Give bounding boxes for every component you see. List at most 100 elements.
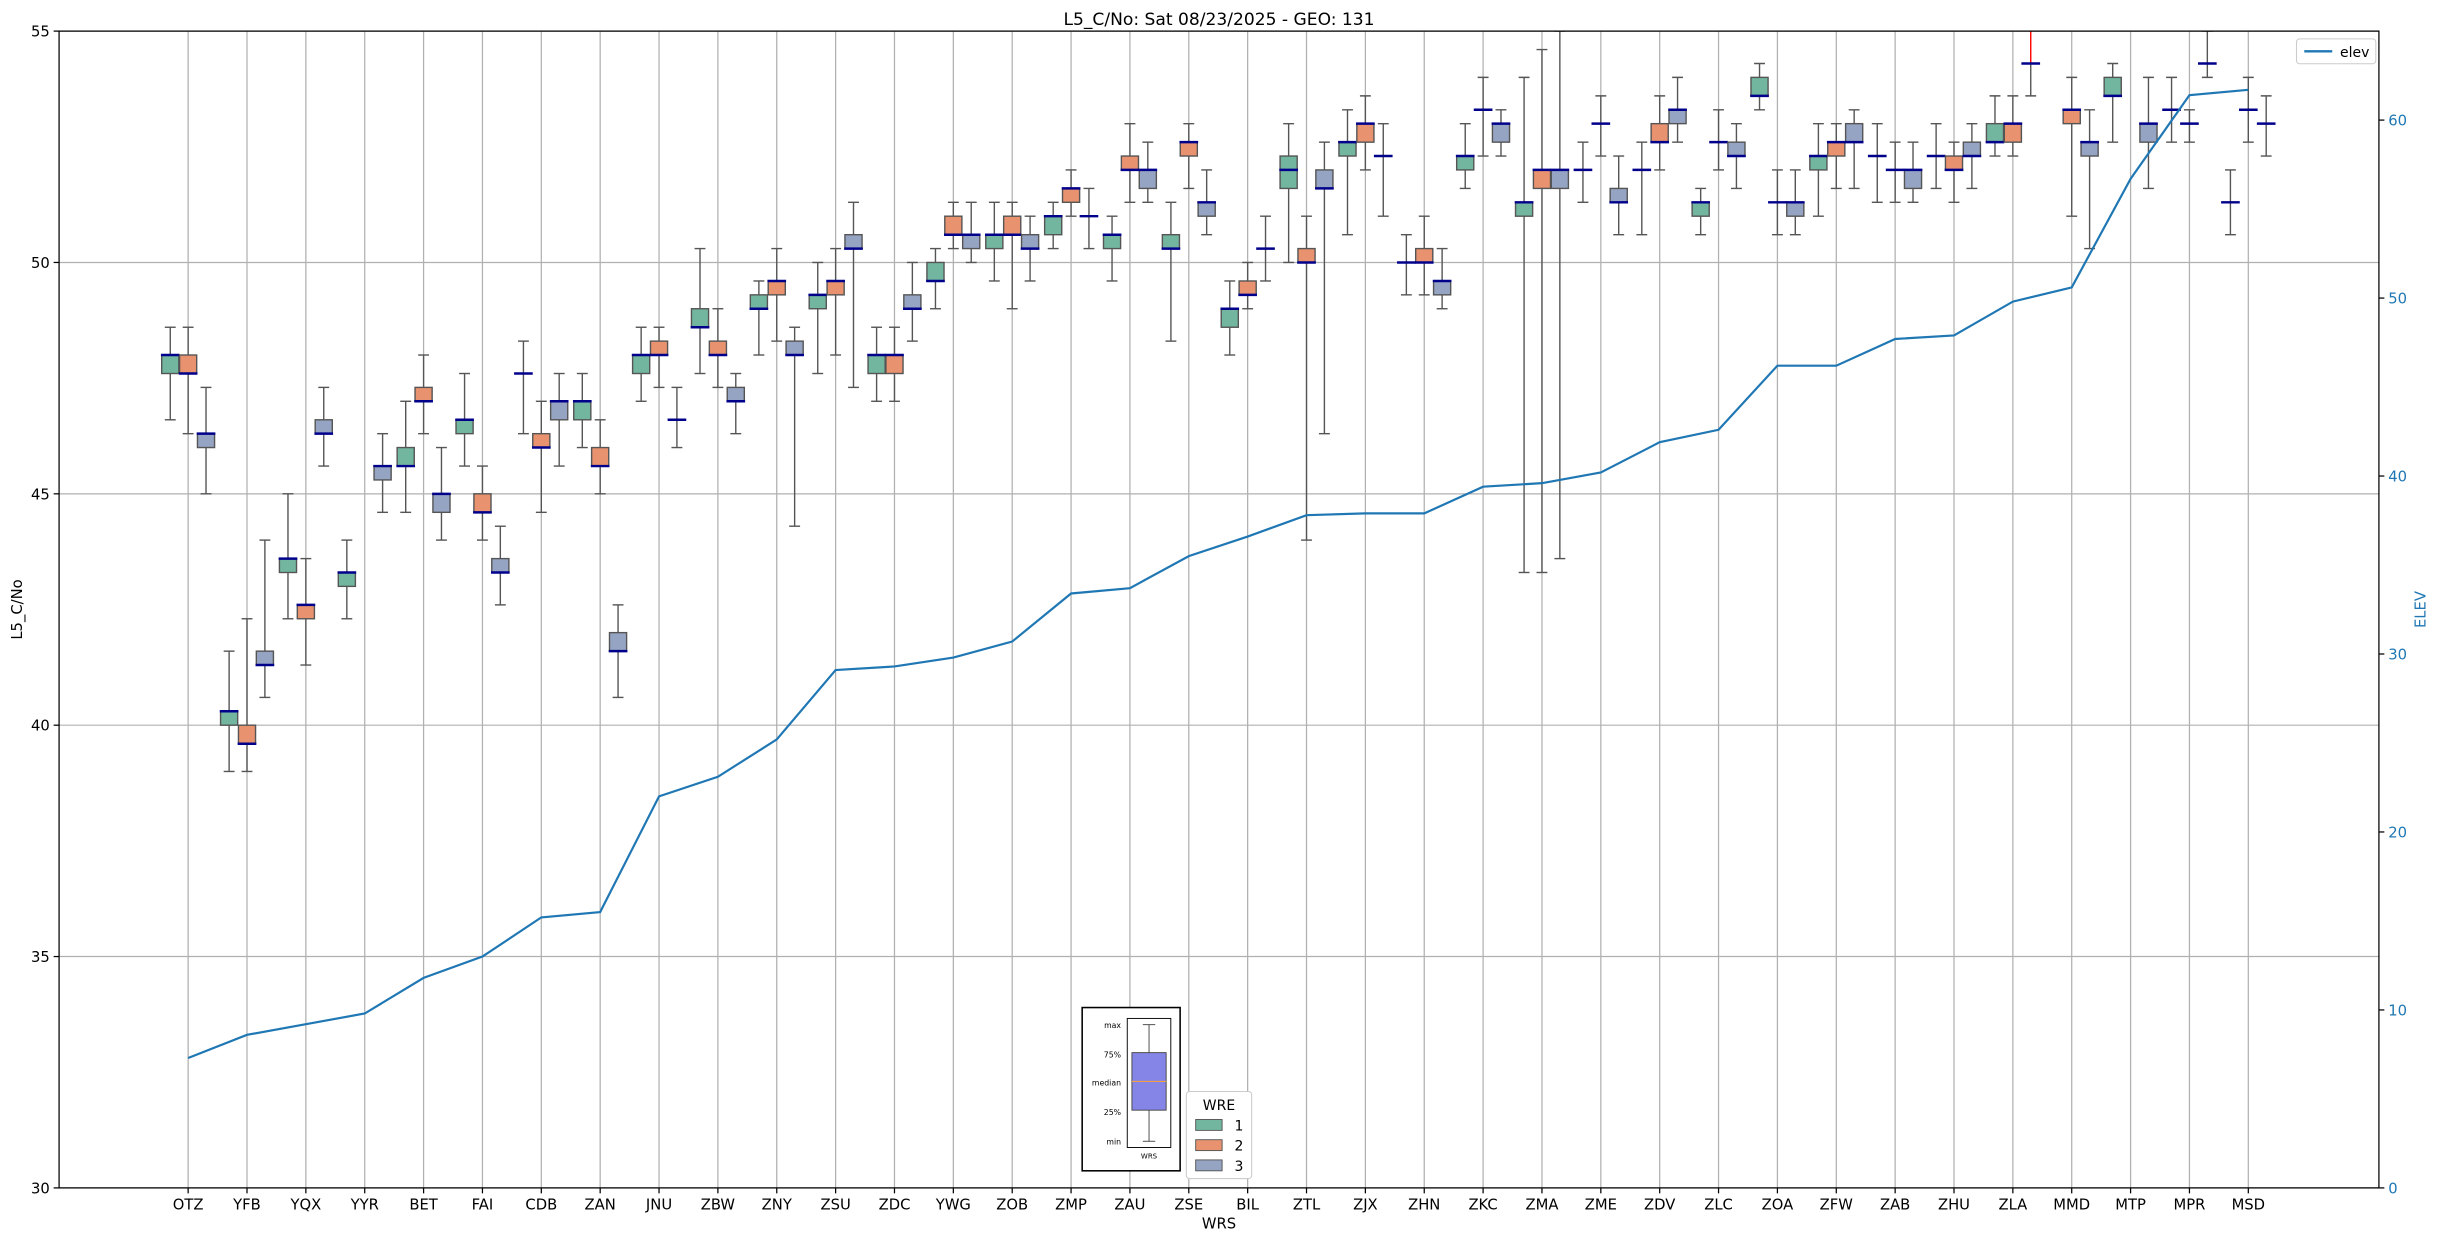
y-right-tick-label: 0: [2388, 1180, 2397, 1197]
x-tick-label: ZME: [1585, 1197, 1617, 1214]
box-BET-wre-1: [396, 400, 416, 514]
wre-legend-label-1: 1: [1235, 1118, 1244, 1134]
box-ZNY-wre-1: [749, 280, 769, 356]
x-tick-label: JNU: [645, 1197, 672, 1214]
box-ZLC-wre-2: [1709, 109, 1728, 171]
box-iqr: [532, 432, 551, 449]
x-tick-label: YFB: [232, 1197, 261, 1214]
box-YQX-wre-2: [296, 557, 316, 666]
box-iqr: [1414, 247, 1434, 264]
box-ZAN-wre-1: [572, 372, 592, 449]
box-YYR-wre-3: [373, 432, 392, 514]
box-iqr: [278, 557, 298, 574]
y-tick-label: 50: [31, 255, 50, 272]
y-right-tick-label: 50: [2388, 290, 2407, 307]
box-ZKC-wre-3: [1491, 109, 1511, 157]
box-iqr: [255, 650, 275, 666]
box-MMD-wre-3: [2080, 109, 2099, 250]
box-JNU-wre-3: [667, 386, 687, 449]
box-iqr: [237, 724, 257, 745]
x-tick-label: ZAU: [1114, 1197, 1145, 1214]
x-tick-label: ZHU: [1938, 1197, 1970, 1214]
box-iqr: [491, 557, 510, 574]
box-MSD-wre-1: [2221, 169, 2240, 236]
box-ZSU-wre-1: [808, 261, 828, 375]
box-iqr: [649, 340, 669, 356]
x-tick-label: ZBW: [701, 1197, 736, 1214]
y-right-tick-label: 20: [2388, 824, 2407, 841]
box-iqr: [1514, 201, 1534, 217]
box-iqr: [396, 446, 415, 467]
elev-line: [187, 88, 2249, 1060]
box-ZBW-wre-3: [726, 372, 746, 435]
box-iqr: [1356, 122, 1375, 143]
box-iqr: [473, 493, 492, 514]
key-xlabel: WRS: [1141, 1152, 1158, 1160]
x-tick-label: ZNY: [762, 1197, 793, 1214]
box-ZTL-wre-1: [1279, 122, 1298, 264]
box-ZAU-wre-1: [1102, 215, 1122, 282]
box-MMD-wre-2: [2062, 76, 2082, 217]
box-ZSE-wre-3: [1197, 169, 1217, 236]
x-tick-label: ZDV: [1644, 1197, 1675, 1214]
x-tick-label: MMD: [2053, 1197, 2090, 1214]
y-right-tick-label: 10: [2388, 1002, 2407, 1019]
box-iqr: [573, 400, 592, 421]
box-YFB-wre-1: [219, 650, 239, 773]
box-iqr: [178, 354, 198, 375]
box-iqr: [1650, 122, 1669, 143]
box-ZAB-wre-1: [1867, 122, 1887, 204]
box-iqr: [2062, 109, 2081, 125]
box-ZJX-wre-1: [1338, 109, 1357, 236]
box-FAI-wre-2: [473, 465, 492, 541]
box-iqr: [1432, 280, 1452, 296]
boxplot-key-inset: max 75% median 25% min WRS: [1081, 1006, 1181, 1172]
box-MTP-wre-1: [2103, 62, 2123, 143]
box-iqr: [2139, 122, 2158, 143]
box-ZDV-wre-1: [1632, 141, 1652, 236]
box-FAI-wre-1: [455, 372, 474, 467]
box-iqr: [1532, 169, 1552, 190]
box-iqr: [749, 294, 769, 310]
x-tick-label: MSD: [2232, 1197, 2265, 1214]
box-iqr: [1844, 122, 1864, 143]
x-tick-label: ZOB: [996, 1197, 1028, 1214]
x-tick-label: ZJX: [1353, 1197, 1378, 1214]
x-tick-label: MTP: [2115, 1197, 2146, 1214]
box-ZHU-wre-2: [1944, 141, 1964, 204]
box-ZLA-wre-1: [1985, 95, 2005, 157]
box-ZTL-wre-3: [1315, 141, 1334, 435]
box-iqr: [985, 233, 1004, 250]
box-iqr: [1338, 141, 1357, 157]
box-ZHN-wre-1: [1397, 233, 1416, 296]
box-BET-wre-2: [414, 354, 433, 435]
box-BIL-wre-3: [1256, 215, 1275, 282]
y-tick-label: 30: [31, 1180, 50, 1197]
box-iqr: [1691, 201, 1710, 217]
box-iqr: [1985, 122, 2005, 143]
box-ZOB-wre-1: [984, 201, 1004, 282]
box-BIL-wre-1: [1220, 280, 1240, 356]
box-iqr: [1020, 233, 1040, 250]
box-CDB-wre-1: [514, 340, 533, 435]
box-iqr: [1138, 169, 1158, 190]
box-iqr: [549, 400, 569, 421]
box-iqr: [1786, 201, 1805, 217]
box-iqr: [2103, 76, 2122, 97]
box-ZDV-wre-3: [1668, 76, 1687, 143]
x-tick-label: ZFW: [1820, 1197, 1854, 1214]
x-tick-label: ZOA: [1762, 1197, 1794, 1214]
box-iqr: [961, 233, 981, 250]
box-iqr: [1903, 169, 1923, 190]
box-iqr: [1550, 169, 1570, 190]
box-iqr: [432, 493, 451, 514]
x-tick-label: YQX: [289, 1197, 321, 1214]
box-ZDC-wre-1: [867, 326, 886, 402]
box-ZKC-wre-2: [1473, 76, 1493, 157]
box-ZAN-wre-3: [608, 604, 628, 699]
box-OTZ-wre-1: [160, 326, 180, 421]
box-ZSU-wre-3: [844, 201, 863, 389]
box-iqr: [1220, 308, 1240, 328]
x-tick-label: BIL: [1236, 1197, 1259, 1214]
